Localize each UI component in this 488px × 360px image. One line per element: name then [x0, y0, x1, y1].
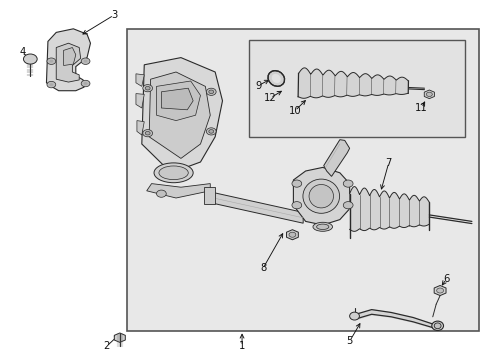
Circle shape	[206, 88, 216, 95]
Circle shape	[81, 58, 90, 64]
Circle shape	[142, 130, 152, 137]
Ellipse shape	[349, 312, 359, 320]
Text: 8: 8	[260, 263, 265, 273]
Ellipse shape	[271, 74, 280, 83]
Text: 2: 2	[103, 341, 110, 351]
Ellipse shape	[159, 166, 188, 180]
Circle shape	[436, 288, 443, 293]
Text: 7: 7	[385, 158, 391, 168]
Text: 5: 5	[346, 336, 352, 346]
Polygon shape	[293, 167, 349, 225]
Circle shape	[291, 202, 301, 209]
Circle shape	[208, 130, 213, 133]
Circle shape	[81, 80, 90, 87]
Circle shape	[47, 81, 56, 88]
Ellipse shape	[433, 323, 440, 329]
Circle shape	[145, 86, 150, 90]
Polygon shape	[137, 121, 144, 135]
Circle shape	[49, 83, 53, 86]
Text: 9: 9	[254, 81, 261, 91]
Polygon shape	[136, 94, 144, 108]
Polygon shape	[114, 333, 125, 342]
Bar	[204, 187, 215, 204]
Circle shape	[343, 180, 352, 187]
Ellipse shape	[431, 321, 443, 330]
Text: 4: 4	[20, 47, 25, 57]
Circle shape	[49, 60, 53, 63]
Polygon shape	[46, 29, 90, 91]
Text: 1: 1	[238, 341, 245, 351]
Circle shape	[23, 54, 37, 64]
Polygon shape	[142, 58, 222, 173]
Ellipse shape	[267, 71, 284, 86]
Circle shape	[47, 58, 56, 64]
Ellipse shape	[308, 184, 333, 208]
Polygon shape	[323, 140, 349, 176]
Polygon shape	[56, 43, 81, 82]
Polygon shape	[146, 184, 210, 198]
Bar	[127, 29, 478, 331]
Polygon shape	[424, 90, 433, 99]
Polygon shape	[298, 68, 407, 98]
Bar	[249, 40, 464, 137]
Ellipse shape	[154, 163, 193, 183]
Circle shape	[83, 82, 87, 85]
Text: 12: 12	[264, 93, 276, 103]
Circle shape	[145, 131, 150, 135]
Circle shape	[426, 92, 431, 96]
Text: 11: 11	[414, 103, 427, 113]
Ellipse shape	[303, 179, 339, 213]
Circle shape	[288, 232, 295, 237]
Ellipse shape	[312, 222, 332, 231]
Ellipse shape	[316, 224, 328, 230]
Polygon shape	[136, 74, 144, 86]
Polygon shape	[205, 191, 303, 223]
Circle shape	[206, 128, 216, 135]
Polygon shape	[156, 81, 200, 121]
Polygon shape	[433, 285, 445, 296]
Text: 10: 10	[288, 106, 301, 116]
Polygon shape	[149, 72, 210, 158]
Circle shape	[291, 180, 301, 187]
Circle shape	[343, 202, 352, 209]
Circle shape	[83, 60, 87, 63]
Circle shape	[142, 85, 152, 92]
Circle shape	[156, 190, 166, 197]
Polygon shape	[63, 48, 76, 66]
Polygon shape	[161, 88, 193, 110]
Circle shape	[208, 90, 213, 94]
Text: 3: 3	[111, 10, 117, 20]
Text: 6: 6	[442, 274, 449, 284]
Polygon shape	[349, 186, 428, 231]
Polygon shape	[286, 230, 298, 240]
